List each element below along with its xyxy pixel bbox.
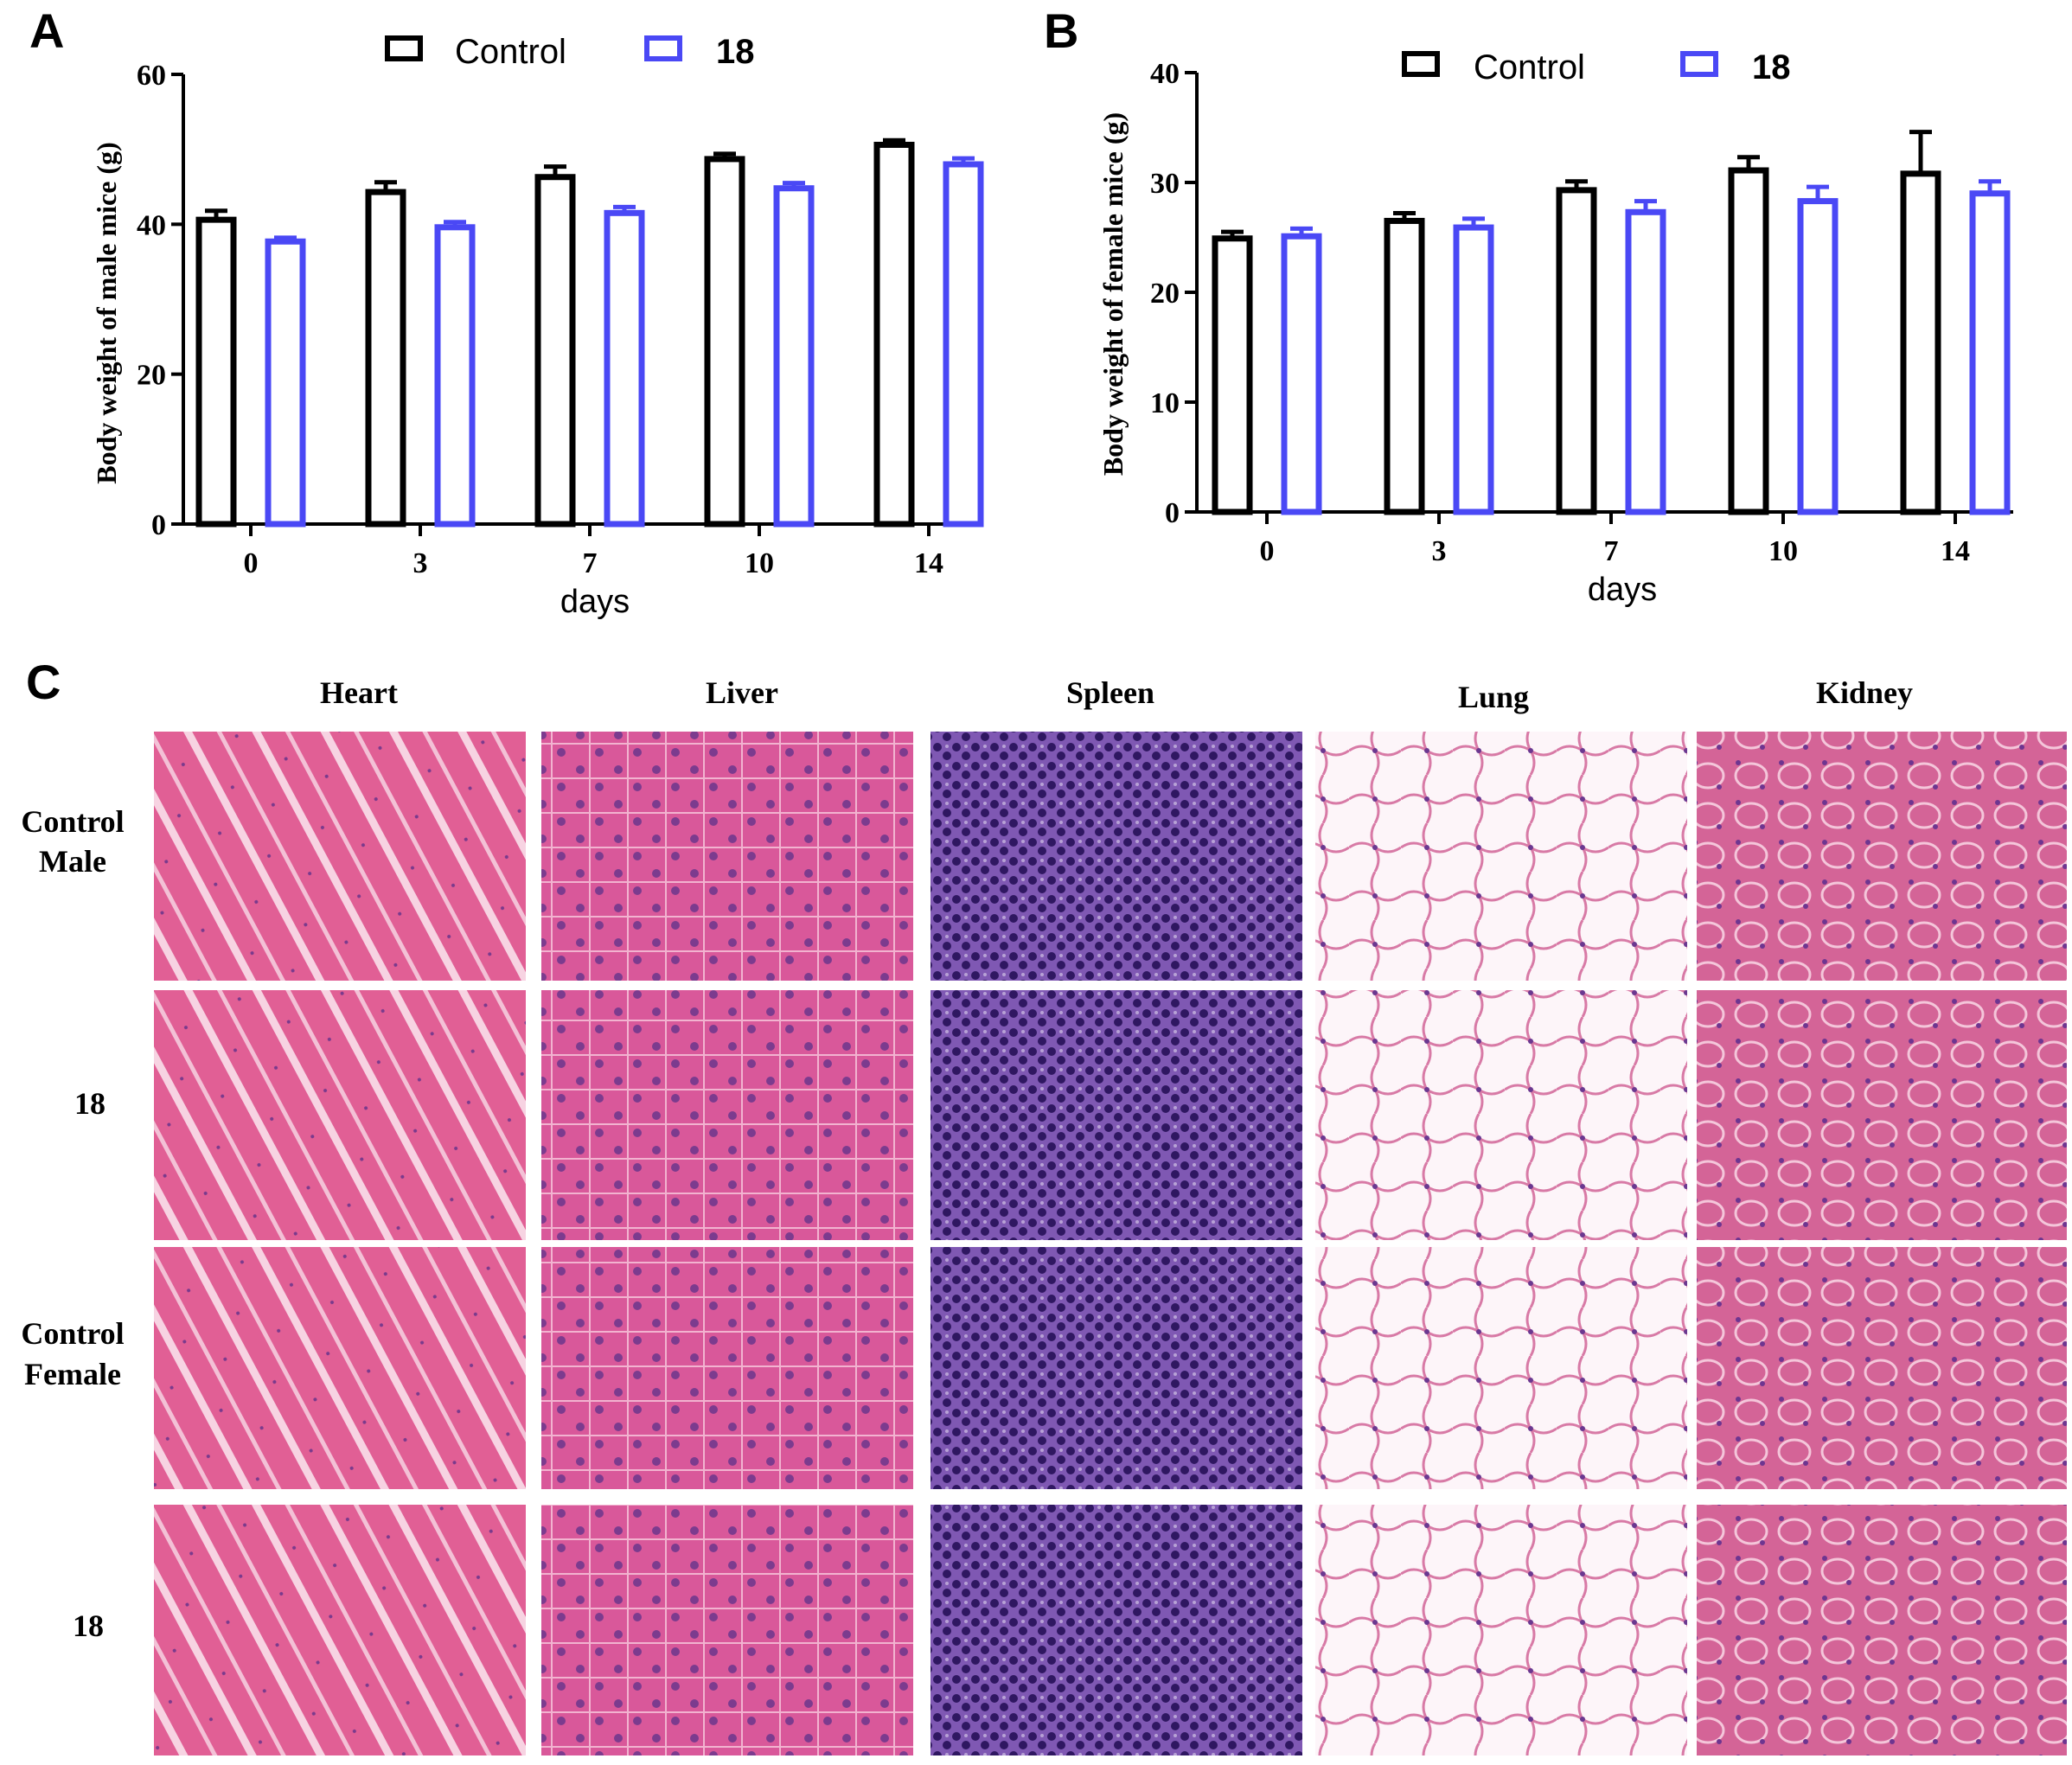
histology-image-heart-row2 <box>154 990 526 1240</box>
row-label-control-female-line1: Control <box>21 1316 124 1351</box>
histology-image-spleen-row1 <box>930 732 1302 981</box>
chart-a-y-tick-label: 0 <box>151 509 166 541</box>
row-label-control-female-line2: Female <box>24 1357 121 1391</box>
chart-b-bar-18 <box>1281 233 1322 515</box>
legend-swatch-18-b <box>1680 51 1718 77</box>
legend-label-18-b: 18 <box>1752 48 1791 86</box>
column-label-kidney: Kidney <box>1816 675 1913 710</box>
chart-b-x-tick-label: 14 <box>1941 535 1970 567</box>
chart-b-y-tick-label: 10 <box>1150 387 1180 419</box>
histology-image-spleen-row4 <box>930 1505 1302 1755</box>
legend-swatch-18-a <box>644 35 682 61</box>
chart-a-x-tick-label: 10 <box>745 547 774 579</box>
chart-b-female-body-weight: Control 18 Body weight of female mice (g… <box>1097 48 2013 608</box>
chart-a-x-tick-label: 7 <box>583 547 598 579</box>
chart-a-y-tick-label: 60 <box>137 60 166 92</box>
y-axis-label-a: Body weight of male mice (g) <box>91 142 122 483</box>
y-axis-label-b: Body weight of female mice (g) <box>1097 112 1129 476</box>
histology-image-liver-row4 <box>541 1505 913 1755</box>
histology-image-spleen-row3 <box>930 1247 1302 1489</box>
legend-swatch-control-b <box>1402 51 1440 77</box>
histology-image-lung-row2 <box>1315 990 1687 1240</box>
chart-b-bar-18 <box>1969 190 2011 515</box>
histology-row-labels: Control Male 18 Control Female 18 <box>21 804 124 1643</box>
chart-b-bar-control <box>1212 235 1253 515</box>
chart-b-bar-control <box>1556 187 1597 515</box>
legend-swatch-control-a <box>385 35 423 61</box>
panel-label-a: A <box>29 3 64 58</box>
chart-b-x-tick-label: 3 <box>1432 535 1447 567</box>
histology-image-lung-row4 <box>1315 1505 1687 1755</box>
column-label-heart: Heart <box>320 675 398 710</box>
chart-b-bar-18 <box>1453 224 1494 515</box>
column-label-liver: Liver <box>706 675 778 710</box>
x-axis-label-b: days <box>1588 572 1657 608</box>
chart-b-bar-control <box>1728 167 1769 515</box>
histology-image-heart-row4 <box>154 1505 526 1755</box>
chart-a-bar-control <box>704 156 745 528</box>
histology-image-kidney-row1 <box>1697 732 2067 981</box>
chart-a-bar-18 <box>604 209 645 528</box>
histology-image-kidney-row3 <box>1697 1247 2067 1489</box>
chart-a-bar-control <box>534 174 576 528</box>
chart-b-x-tick-label: 10 <box>1768 535 1798 567</box>
chart-b-x-tick-label: 7 <box>1604 535 1619 567</box>
legend-label-18-a: 18 <box>716 33 755 71</box>
panel-label-c: C <box>26 655 61 709</box>
column-label-spleen: Spleen <box>1066 675 1154 710</box>
histology-image-lung-row1 <box>1315 732 1687 981</box>
chart-a-bar-control <box>365 189 406 528</box>
histology-image-heart-row1 <box>154 732 526 981</box>
chart-a-bar-18 <box>943 161 984 528</box>
chart-a-bar-control <box>873 141 915 528</box>
chart-b-y-tick-label: 40 <box>1150 58 1180 90</box>
histology-image-kidney-row2 <box>1697 990 2067 1240</box>
histology-image-liver-row3 <box>541 1247 913 1489</box>
chart-a-x-tick-label: 0 <box>244 547 259 579</box>
row-label-18-male: 18 <box>74 1086 106 1121</box>
chart-a-male-body-weight: Control 18 Body weight of male mice (g) … <box>91 33 984 620</box>
chart-b-y-tick-label: 30 <box>1150 168 1180 200</box>
chart-a-bar-18 <box>265 238 306 528</box>
chart-b-bar-control <box>1900 170 1941 515</box>
row-label-control-male-line2: Male <box>39 844 106 879</box>
row-label-control-male-line1: Control <box>21 804 124 839</box>
histology-image-heart-row3 <box>154 1247 526 1489</box>
row-label-18-female: 18 <box>73 1608 104 1643</box>
chart-b-bar-18 <box>1625 208 1666 515</box>
x-axis-label-a: days <box>560 584 630 620</box>
chart-b-y-tick-label: 20 <box>1150 278 1180 310</box>
chart-b-x-tick-label: 0 <box>1260 535 1275 567</box>
panel-label-b: B <box>1044 3 1078 58</box>
chart-a-x-tick-label: 14 <box>914 547 943 579</box>
chart-a-bar-control <box>195 216 237 528</box>
chart-a-bar-18 <box>773 185 815 528</box>
histology-image-spleen-row2 <box>930 990 1302 1240</box>
histology-image-lung-row3 <box>1315 1247 1687 1489</box>
histology-image-grid <box>154 732 2067 1755</box>
legend-label-control-a: Control <box>455 33 566 71</box>
column-label-lung: Lung <box>1458 680 1529 714</box>
chart-b-y-tick-label: 0 <box>1165 497 1180 529</box>
legend-label-control-b: Control <box>1474 48 1585 86</box>
chart-a-y-tick-label: 40 <box>137 209 166 241</box>
chart-a-x-tick-label: 3 <box>413 547 428 579</box>
chart-b-bar-18 <box>1797 198 1839 515</box>
histology-image-liver-row2 <box>541 990 913 1240</box>
histology-column-labels: Heart Liver Spleen Lung Kidney <box>320 675 1913 714</box>
histology-image-kidney-row4 <box>1697 1505 2067 1755</box>
chart-a-bar-18 <box>434 224 476 528</box>
chart-b-bar-control <box>1384 217 1425 515</box>
histology-image-liver-row1 <box>541 732 913 981</box>
chart-a-y-tick-label: 20 <box>137 360 166 392</box>
